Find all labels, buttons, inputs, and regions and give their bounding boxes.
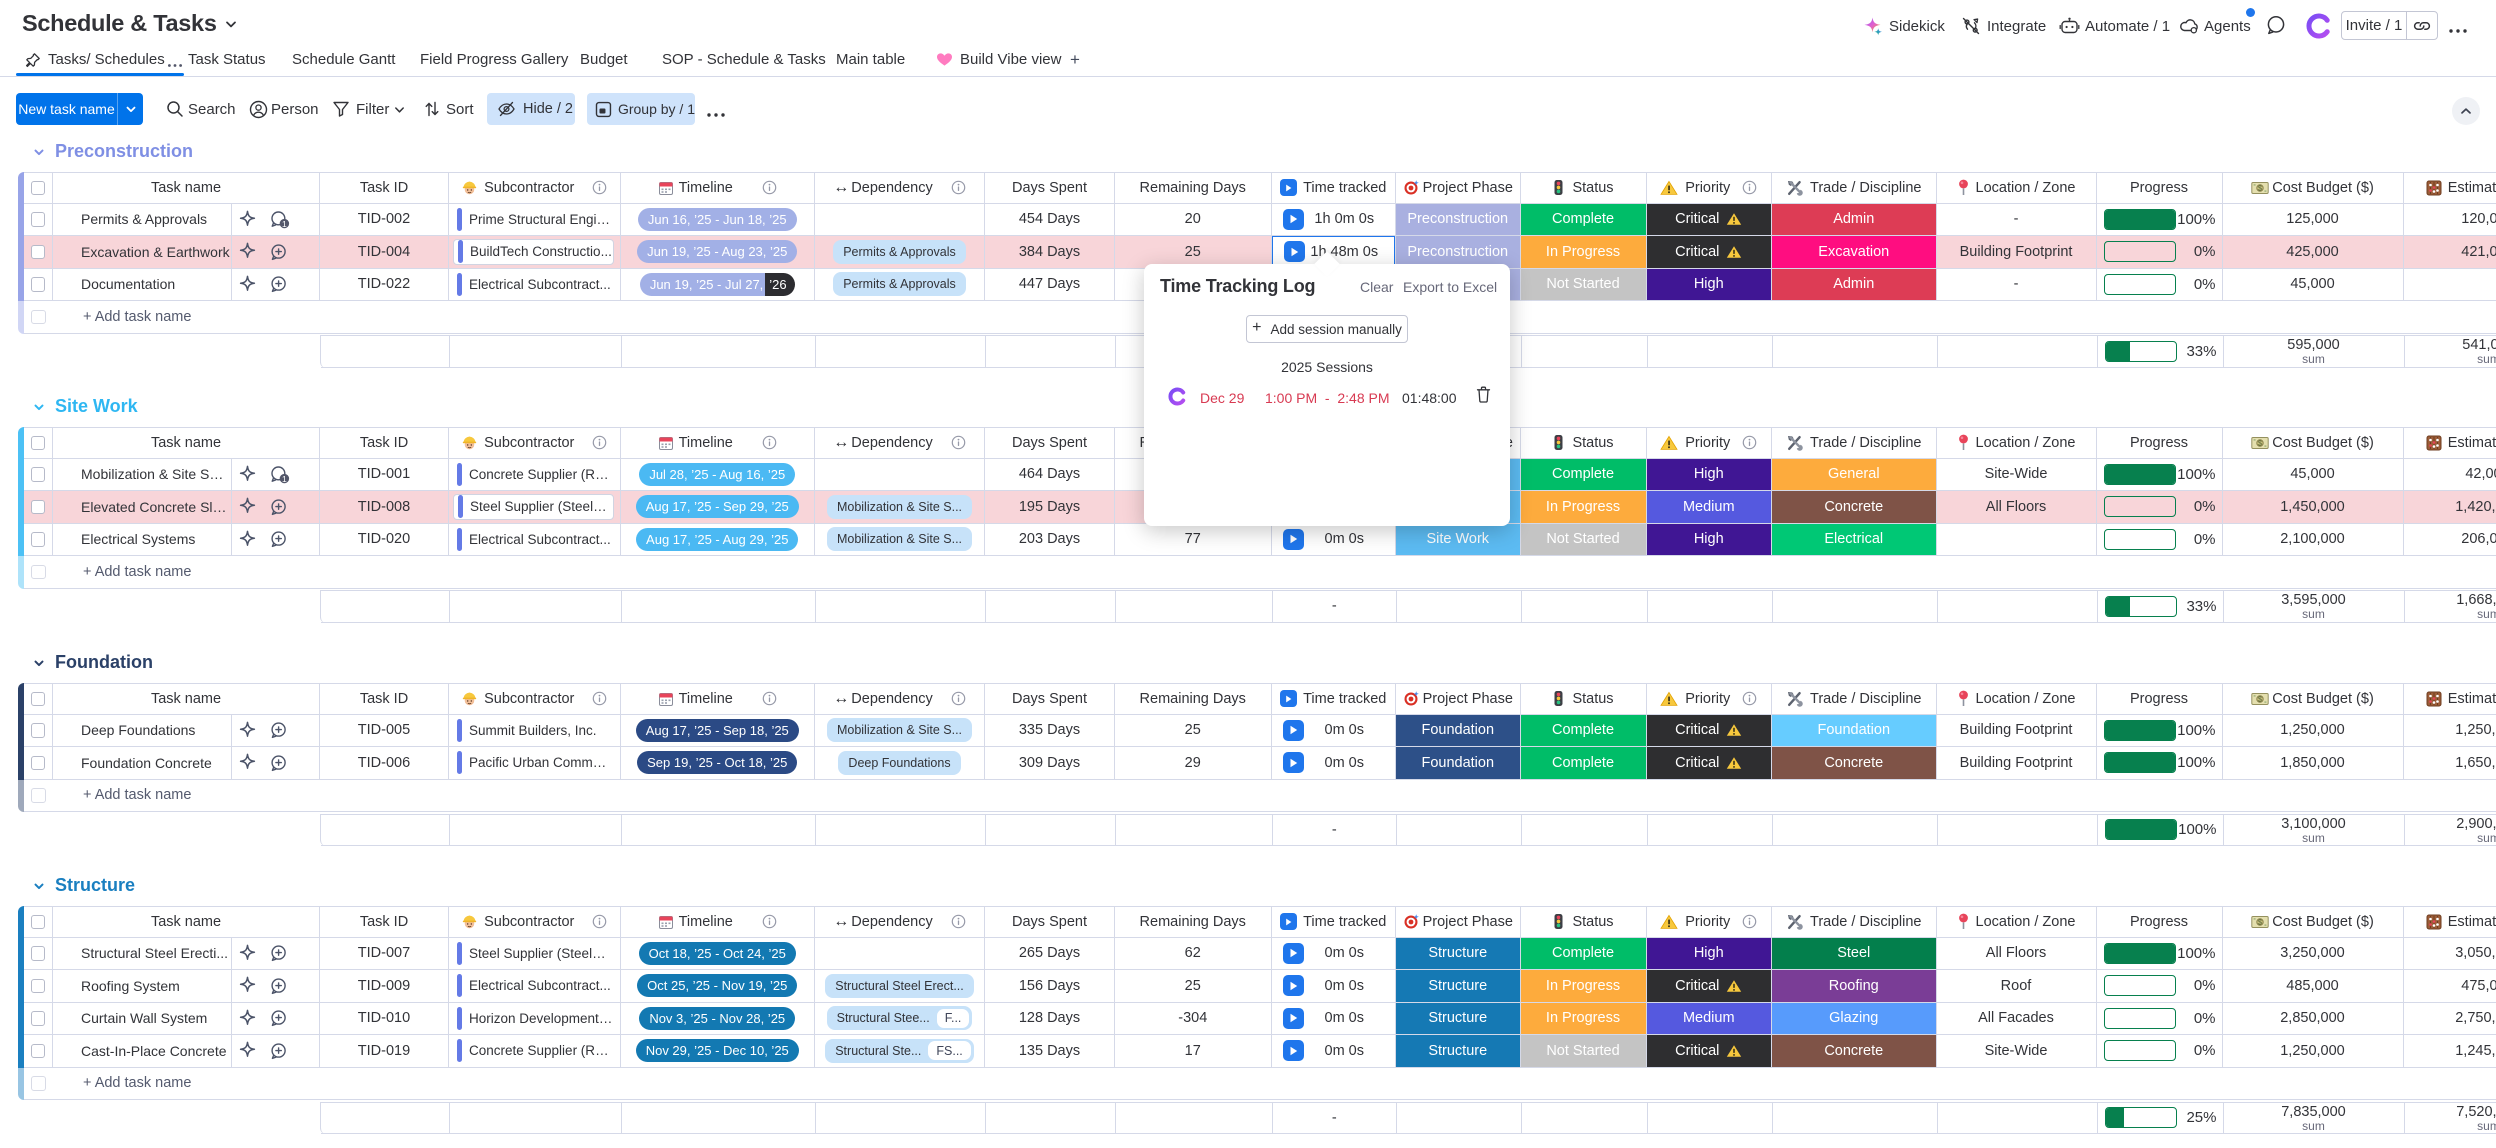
- svg-text:1: 1: [282, 474, 287, 484]
- svg-text:$: $: [2258, 185, 2262, 192]
- svg-text:$: $: [2258, 696, 2262, 703]
- svg-text:$: $: [2258, 440, 2262, 447]
- svg-text:1: 1: [282, 219, 287, 229]
- svg-text:$: $: [2258, 919, 2262, 926]
